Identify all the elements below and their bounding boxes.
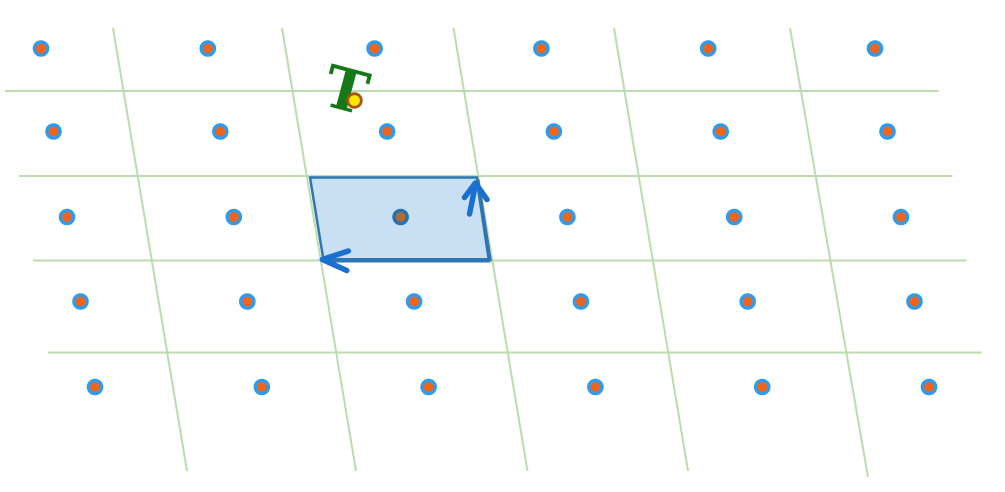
lattice-point xyxy=(45,123,62,140)
lattice-point xyxy=(86,378,104,396)
lattice-point xyxy=(199,40,217,57)
oblique-grid-lines xyxy=(112,27,869,478)
lattice-point xyxy=(533,40,550,57)
lattice-point xyxy=(879,123,896,140)
lattice-point-inside-cell xyxy=(392,208,409,226)
vector-a-arrow-shaft xyxy=(466,183,478,217)
lattice-point xyxy=(253,378,271,396)
motif-group: T xyxy=(316,52,375,129)
lattice-point xyxy=(572,293,590,310)
lattice-point xyxy=(405,293,423,310)
lattice-point xyxy=(238,293,256,310)
lattice-point xyxy=(699,40,717,57)
lattice-point xyxy=(920,378,938,396)
lattice-point xyxy=(753,378,771,396)
vector-b-left-arrowhead-icon xyxy=(319,248,352,274)
unit-cell-border-polygon xyxy=(308,176,492,262)
grid-line-oblique xyxy=(281,27,357,472)
grid-line-oblique xyxy=(789,27,869,478)
grid-line-oblique xyxy=(613,27,689,472)
lattice-point xyxy=(892,208,910,226)
lattice-point xyxy=(58,208,76,226)
lattice-point xyxy=(866,40,884,57)
yellow-circle-marker xyxy=(346,92,363,109)
lattice-point xyxy=(378,123,396,140)
basis-vector-arrows xyxy=(319,179,492,274)
grid-line-oblique xyxy=(112,27,188,472)
motif-t-symbol: T xyxy=(316,52,375,129)
lattice-point xyxy=(225,208,243,226)
grid-line-oblique xyxy=(452,27,529,472)
lattice-point xyxy=(545,123,563,140)
lattice-point xyxy=(906,293,923,310)
horizontal-grid-lines xyxy=(5,90,982,354)
lattice-point xyxy=(211,123,229,140)
lattice-point xyxy=(725,208,743,226)
lattice-point xyxy=(559,208,576,226)
unit-cell-border xyxy=(308,176,492,262)
lattice-point xyxy=(366,40,383,57)
lattice-point xyxy=(712,123,730,140)
lattice-point xyxy=(72,293,89,310)
lattice-point xyxy=(739,293,757,310)
lattice-point xyxy=(420,378,437,396)
lattice-point xyxy=(587,378,604,396)
lattice-point xyxy=(32,40,50,57)
vector-a-up-arrowhead-icon xyxy=(461,180,490,203)
lattice-points xyxy=(32,40,938,396)
